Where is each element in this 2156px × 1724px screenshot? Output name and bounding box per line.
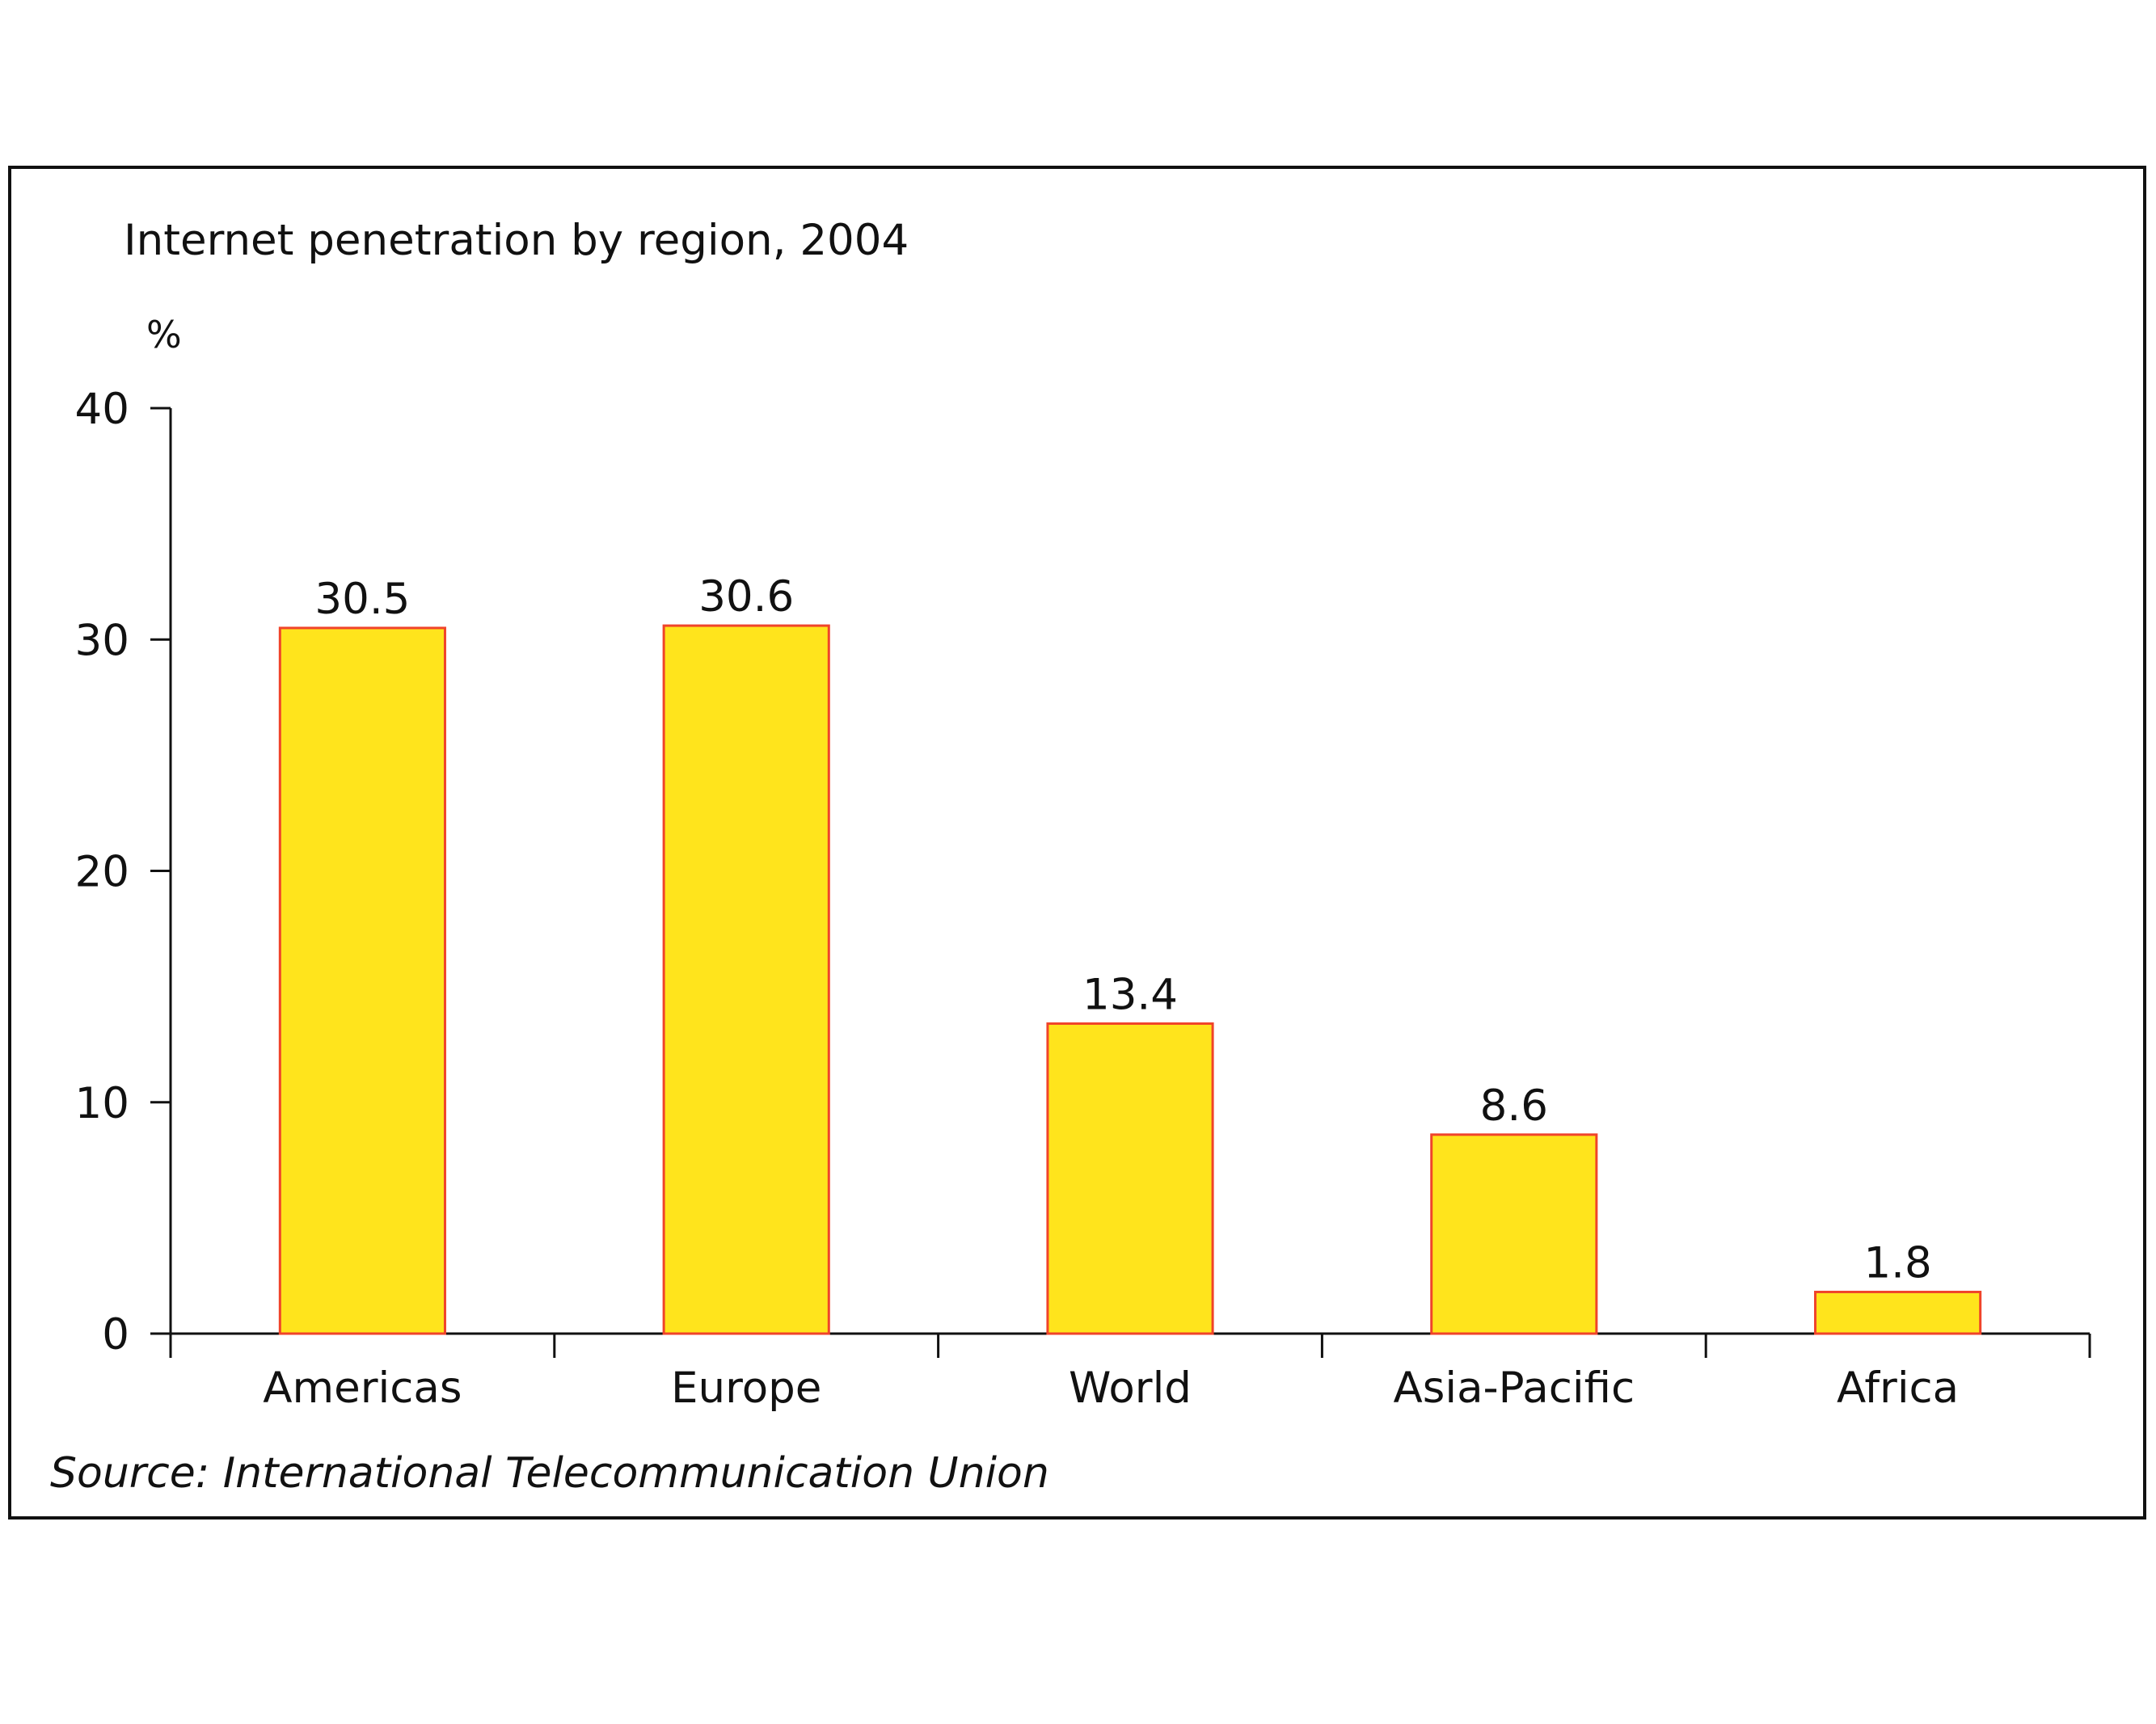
category-labels-group: Americas Europe World Asia-Pacific Africa [263, 1364, 1959, 1413]
bar-value-label: 30.6 [698, 572, 794, 622]
value-labels-group: 30.5 30.6 13.4 8.6 1.8 [314, 572, 1931, 1288]
x-axis-ticks [169, 1334, 2091, 1358]
x-category-label: Americas [263, 1364, 462, 1413]
x-category-label: World [1069, 1364, 1192, 1413]
bar-americas [278, 626, 446, 1335]
chart-title: Internet penetration by region, 2004 [124, 216, 909, 265]
y-axis-ticks: 0 10 20 30 40 [75, 385, 171, 1359]
bar-asia-pacific [1430, 1133, 1598, 1335]
source-note: Source: International Telecommunication … [50, 1449, 1049, 1498]
bar-value-label: 30.5 [314, 575, 410, 624]
y-tick-label: 20 [75, 848, 129, 897]
x-category-label: Africa [1837, 1364, 1959, 1413]
y-axis-unit-label: % [146, 313, 182, 356]
x-category-label: Europe [671, 1364, 821, 1413]
bar-europe [662, 624, 830, 1335]
y-tick-label: 40 [75, 385, 129, 434]
bar-world [1046, 1022, 1214, 1335]
bar-africa [1814, 1290, 1982, 1335]
y-tick-label: 30 [75, 616, 129, 665]
x-category-label: Asia-Pacific [1393, 1364, 1635, 1413]
bar-value-label: 1.8 [1863, 1238, 1931, 1288]
y-tick-label: 0 [102, 1310, 129, 1359]
bar-value-label: 8.6 [1480, 1081, 1548, 1131]
bars-group [278, 624, 1982, 1335]
bar-value-label: 13.4 [1082, 970, 1178, 1019]
y-tick-label: 10 [75, 1079, 129, 1128]
